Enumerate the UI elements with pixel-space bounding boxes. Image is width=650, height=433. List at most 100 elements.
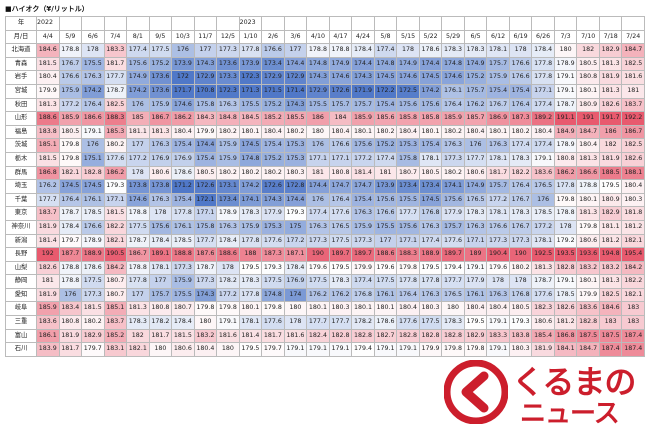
price-cell: 175.9 [216, 138, 240, 153]
price-cell: 177.4 [373, 151, 398, 167]
price-cell: 181.7 [486, 165, 510, 181]
price-cell: 181.3 [531, 260, 555, 276]
price-cell: 177.3 [193, 274, 218, 289]
date-label: 5/29 [441, 29, 465, 45]
price-cell: 177.2 [126, 151, 150, 167]
price-cell: 174.6 [171, 97, 195, 113]
price-cell: 183.4 [58, 301, 83, 317]
price-cell: 172.8 [283, 179, 308, 194]
price-cell: 172.9 [283, 70, 308, 85]
price-cell: 180.1 [351, 124, 375, 140]
price-cell: 175.9 [486, 70, 510, 85]
price-cell: 177.5 [261, 274, 285, 289]
date-label: 3/6 [283, 29, 308, 45]
price-cell: 182.8 [81, 165, 105, 181]
year-label [576, 16, 600, 31]
price-cell: 185.5 [283, 111, 308, 126]
year-label [553, 16, 578, 31]
data-row: 三重 183.6 180.8 180.2 183.7 178.3 178.2 178.4 180… [5, 315, 645, 330]
price-cell: 174.9 [396, 56, 420, 72]
price-cell: 175.4 [193, 151, 218, 167]
price-cell: 188.5 [598, 165, 623, 181]
price-cell: 188.3 [396, 247, 420, 262]
price-cell: 175.5 [171, 287, 195, 303]
price-cell: 178.9 [216, 206, 240, 221]
price-cell: 175.7 [441, 219, 465, 235]
price-cell: 179.8 [441, 342, 465, 357]
price-cell: 180.9 [598, 192, 623, 208]
price-cell: 177.4 [306, 206, 330, 221]
price-cell: 179.1 [553, 83, 578, 99]
price-cell: 179.5 [598, 179, 623, 194]
price-cell: 188.6 [36, 111, 60, 126]
price-cell: 177.3 [351, 233, 375, 249]
price-cell: 180 [553, 43, 578, 58]
price-cell: 180.7 [171, 301, 195, 317]
price-cell: 184.3 [193, 111, 218, 126]
price-cell: 190.4 [486, 247, 510, 262]
year-label [103, 16, 128, 31]
price-cell: 177.7 [463, 151, 488, 167]
price-cell: 179.1 [81, 124, 105, 140]
price-cell: 178 [508, 274, 533, 289]
price-cell: 185.3 [103, 124, 128, 140]
price-cell: 180.1 [576, 192, 600, 208]
price-cell: 175.7 [486, 179, 510, 194]
price-cell: 174.4 [283, 56, 308, 72]
price-cell: 176.3 [463, 219, 488, 235]
price-cell: 172.6 [328, 83, 353, 99]
price-cell: 176.6 [328, 138, 353, 153]
price-cell: 178.1 [148, 260, 173, 276]
price-cell: 177 [126, 287, 150, 303]
price-cell: 178.6 [373, 315, 398, 330]
price-cell: 182.8 [328, 328, 353, 344]
year-label [126, 16, 150, 31]
date-label: 5/15 [396, 29, 420, 45]
price-cell: 181.4 [238, 328, 263, 344]
price-cell: 176.3 [486, 138, 510, 153]
price-cell: 180.4 [486, 301, 510, 317]
price-cell: 171.5 [261, 83, 285, 99]
price-cell: 182.1 [58, 165, 83, 181]
price-cell: 186.8 [36, 165, 60, 181]
price-cell: 179.1 [553, 274, 578, 289]
price-cell: 178.3 [441, 43, 465, 58]
price-cell: 176.8 [418, 206, 443, 221]
price-cell: 185.2 [103, 328, 128, 344]
price-cell: 175.9 [148, 97, 173, 113]
price-cell: 183.9 [36, 342, 60, 357]
price-cell: 174.4 [351, 56, 375, 72]
price-cell: 178.4 [216, 233, 240, 249]
price-cell: 181.2 [553, 315, 578, 330]
price-cell: 178 [148, 206, 173, 221]
price-cell: 178 [508, 43, 533, 58]
price-cell: 174.1 [441, 179, 465, 194]
price-cell: 176.5 [441, 287, 465, 303]
price-cell: 182.9 [81, 328, 105, 344]
price-cell: 175.2 [463, 70, 488, 85]
price-cell: 180.1 [238, 301, 263, 317]
header-row: 月/日 4/4 5/9 6/6 7/4 8/1 9/5 10/3 11/7 12/5 1/10 2/6… [5, 29, 645, 45]
price-cell: 177.7 [193, 233, 218, 249]
price-cell: 179.7 [81, 342, 105, 357]
price-cell: 182.2 [621, 274, 645, 289]
price-cell: 176.4 [396, 287, 420, 303]
price-cell: 177.6 [441, 233, 465, 249]
price-cell: 183.7 [103, 315, 128, 330]
price-cell: 181.3 [598, 274, 623, 289]
price-cell: 177.5 [328, 233, 353, 249]
price-cell: 180.2 [81, 315, 105, 330]
price-cell: 180.1 [576, 83, 600, 99]
date-label: 9/5 [148, 29, 173, 45]
price-cell: 179.5 [238, 342, 263, 357]
date-label: 5/22 [418, 29, 443, 45]
price-cell: 180.2 [508, 260, 533, 276]
logo-icon [444, 360, 508, 424]
price-cell: 174.8 [261, 287, 285, 303]
date-label: 1/10 [238, 29, 263, 45]
price-cell: 174.6 [328, 70, 353, 85]
price-cell: 181.4 [36, 233, 60, 249]
price-cell: 175.8 [396, 151, 420, 167]
price-cell: 181.9 [58, 328, 83, 344]
price-cell: 181.7 [103, 56, 128, 72]
